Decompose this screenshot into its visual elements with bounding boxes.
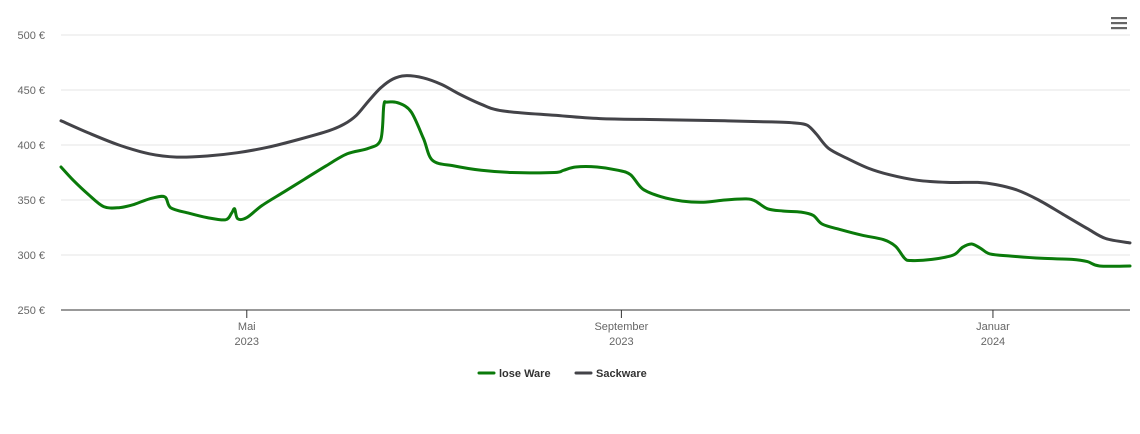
chart-menu-button[interactable] (1109, 15, 1129, 31)
y-tick-label: 300 € (17, 250, 45, 262)
y-tick-label: 450 € (17, 85, 45, 97)
y-tick-label: 400 € (17, 140, 45, 152)
y-tick-label: 350 € (17, 195, 45, 207)
series-line-sackware[interactable] (59, 74, 1132, 245)
x-tick-month-label: Mai (238, 321, 256, 333)
y-axis-labels: 250 € 300 € 350 € 400 € 450 € 500 € (17, 30, 45, 317)
x-tick-month-label: September (594, 321, 648, 333)
series-lines (59, 74, 1132, 268)
grid-lines (61, 34, 1130, 256)
x-tick-year-label: 2023 (235, 336, 259, 348)
legend-item-lose-ware[interactable]: lose Ware (477, 368, 551, 380)
hamburger-menu-icon (1111, 17, 1127, 30)
legend: lose Ware Sackware (477, 368, 647, 380)
legend-item-sackware[interactable]: Sackware (574, 368, 647, 380)
x-axis-labels: Mai 2023 September 2023 Januar 2024 (235, 310, 1010, 348)
y-tick-label: 250 € (17, 305, 45, 317)
y-tick-label: 500 € (17, 30, 45, 42)
x-tick-year-label: 2024 (981, 336, 1005, 348)
series-line-lose-ware[interactable] (59, 100, 1132, 268)
x-tick-month-label: Januar (976, 321, 1010, 333)
legend-label: lose Ware (499, 368, 551, 380)
legend-label: Sackware (596, 368, 647, 380)
x-tick-year-label: 2023 (609, 336, 633, 348)
